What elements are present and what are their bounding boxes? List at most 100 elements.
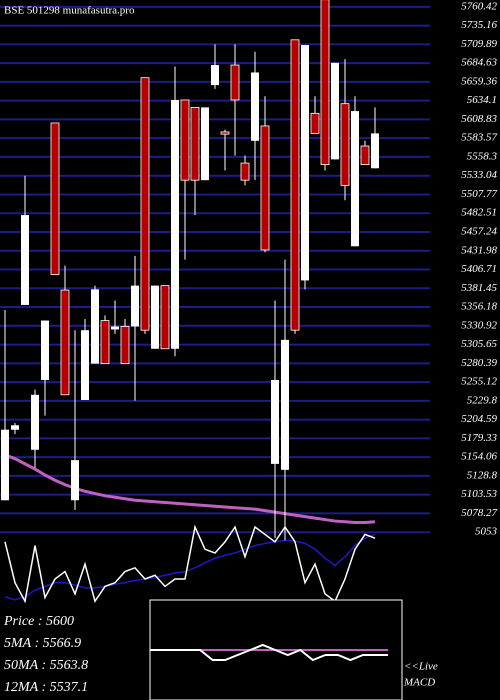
ma-line (4, 533, 376, 601)
tick-bg (432, 0, 500, 14)
y-tick-label: 5533.04 (461, 169, 497, 181)
candle-body (360, 145, 370, 165)
tick-bg (432, 281, 500, 296)
y-tick-label: 5608.83 (461, 113, 497, 125)
y-tick-label: 5179.33 (461, 432, 497, 444)
y-tick-label: 5356.18 (461, 301, 497, 313)
candle-body (11, 425, 19, 430)
candle-body (60, 289, 70, 396)
candle-body (190, 106, 200, 181)
candle-body (171, 99, 179, 349)
candle-body (120, 326, 130, 365)
candle-body (290, 39, 300, 331)
stat: Price : 5600 (3, 614, 74, 629)
chart-title: BSE 501298 munafasutra.pro (4, 5, 135, 17)
tick-bg (432, 393, 500, 408)
candle-body (131, 285, 139, 327)
y-tick-label: 5229.8 (467, 394, 498, 406)
macd-name: MACD (403, 677, 435, 689)
y-tick-label: 5330.92 (461, 319, 497, 331)
tick-bg (432, 56, 500, 71)
tick-bg (432, 356, 500, 371)
y-tick-label: 5103.53 (461, 488, 497, 500)
candle-body (31, 394, 39, 450)
ma-line (4, 524, 376, 604)
y-tick-label: 5634.1 (467, 94, 497, 106)
y-tick-label: 5204.59 (461, 413, 497, 425)
y-axis: 5760.42 5735.16 5709.89 5684.63 5659.36 5634.… (432, 0, 500, 540)
tick-bg (432, 412, 500, 427)
candle-body (281, 339, 289, 470)
candle-body (50, 122, 60, 275)
tick-bg (432, 187, 500, 202)
candle-body (211, 65, 219, 86)
tick-bg (432, 37, 500, 52)
y-tick-label: 5255.12 (461, 376, 497, 388)
tick-bg (432, 262, 500, 277)
macd-line (150, 643, 388, 662)
tick-bg (432, 468, 500, 483)
y-tick-label: 5709.89 (461, 38, 497, 50)
y-tick-label: 5684.63 (461, 57, 497, 69)
tick-bg (432, 243, 500, 258)
y-tick-label: 5381.45 (461, 282, 497, 294)
candle-body (351, 111, 359, 247)
candle-body (310, 112, 320, 134)
y-tick-label: 5659.36 (461, 75, 497, 87)
candle-body (251, 72, 259, 141)
tick-bg (432, 93, 500, 108)
candle-body (1, 429, 9, 501)
y-tick-label: 5431.98 (461, 244, 497, 256)
y-tick-label: 5760.42 (461, 0, 497, 12)
candle-body (331, 62, 339, 160)
candle-body (71, 460, 79, 501)
macd-lines (150, 643, 388, 662)
candle-body (100, 320, 110, 365)
candle-body (180, 99, 190, 181)
tick-bg (432, 74, 500, 89)
candle-body (260, 125, 270, 251)
stat: 12MA : 5537.1 (4, 680, 88, 695)
tick-bg (432, 506, 500, 521)
y-tick-label: 5482.51 (461, 207, 497, 219)
tick-bg (432, 487, 500, 502)
stat: 50MA : 5563.8 (4, 658, 88, 673)
candle-body (240, 162, 250, 181)
stat: 5MA : 5566.9 (4, 636, 81, 651)
tick-bg (432, 206, 500, 221)
tick-bg (432, 525, 500, 540)
candle-body (371, 133, 379, 169)
y-tick-label: 5078.27 (461, 507, 497, 519)
y-tick-label: 5457.24 (461, 226, 497, 238)
tick-bg (432, 337, 500, 352)
candle-body (81, 330, 89, 401)
ma-line (4, 453, 376, 525)
candle-body (21, 215, 29, 305)
y-tick-label: 5154.06 (461, 451, 497, 463)
candle-body (111, 326, 119, 330)
candle-body (41, 320, 49, 380)
tick-bg (432, 112, 500, 127)
plot (1, 0, 379, 604)
candle-body (220, 131, 230, 135)
tick-bg (432, 375, 500, 390)
candle-body (160, 285, 170, 350)
candle-body (140, 77, 150, 331)
candle-body (271, 379, 279, 464)
candle-body (320, 0, 330, 165)
candle-body (230, 64, 240, 101)
y-tick-label: 5507.77 (461, 188, 497, 200)
candle-body (201, 107, 209, 181)
tick-bg (432, 224, 500, 239)
y-tick-label: 5735.16 (461, 19, 497, 31)
tick-bg (432, 450, 500, 465)
tick-bg (432, 318, 500, 333)
tick-bg (432, 18, 500, 33)
y-tick-label: 5053 (475, 526, 498, 538)
tick-bg (432, 149, 500, 164)
tick-bg (432, 300, 500, 315)
y-tick-label: 5280.39 (461, 357, 497, 369)
y-tick-label: 5305.65 (461, 338, 497, 350)
candle-body (301, 45, 309, 281)
